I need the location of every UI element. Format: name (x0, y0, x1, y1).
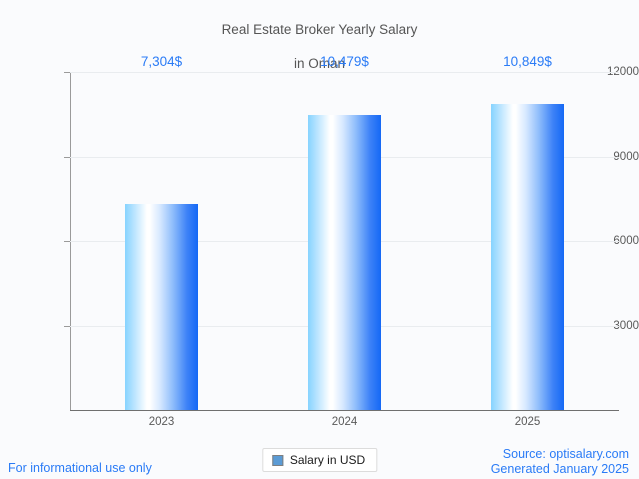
legend-item-label: Salary in USD (289, 453, 366, 467)
y-tick-mark (64, 72, 70, 73)
y-tick-label: 9000 (613, 150, 639, 163)
source-credit: Source: optisalary.com Generated January… (491, 447, 629, 477)
y-tick-label: 12000 (607, 66, 639, 78)
y-tick-label: 3000 (613, 319, 639, 332)
bar-data-label: 7,304$ (140, 54, 183, 69)
x-tick-label: 2025 (514, 416, 541, 428)
y-tick-mark (64, 241, 70, 242)
disclaimer-text: For informational use only (8, 461, 152, 475)
chart-legend[interactable]: Salary in USD (261, 448, 378, 472)
y-tick-mark (64, 156, 70, 158)
generated-text: Generated January 2025 (490, 462, 629, 476)
bar[interactable] (491, 104, 564, 410)
chart-title-line-1: Real Estate Broker Yearly Salary (221, 22, 418, 37)
chart-title: Real Estate Broker Yearly Salary in Oman (0, 4, 639, 72)
x-axis-line (70, 410, 619, 411)
legend-swatch-icon (271, 454, 283, 466)
bar-data-label: 10,849$ (503, 54, 552, 69)
bar[interactable] (125, 204, 198, 410)
y-tick-label: 6000 (613, 235, 639, 247)
plot-area (70, 72, 619, 410)
y-tick-mark (64, 325, 70, 327)
source-text: Source: optisalary.com (502, 447, 629, 461)
chart-title-line-2: in Oman (293, 56, 346, 71)
bar[interactable] (308, 114, 381, 410)
bar-data-label: 10,479$ (320, 54, 369, 69)
gridline (70, 72, 619, 73)
x-tick-label: 2023 (148, 416, 175, 428)
x-tick-label: 2024 (331, 416, 358, 428)
